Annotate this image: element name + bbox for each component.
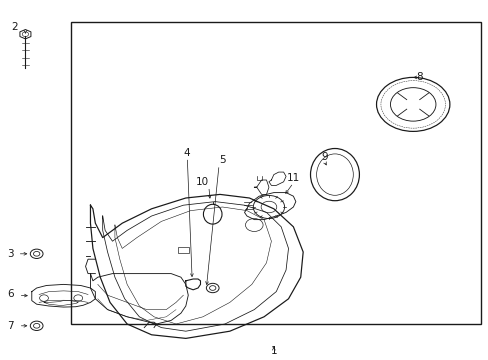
Text: 10: 10	[195, 177, 208, 187]
Text: 1: 1	[270, 346, 277, 356]
Text: 4: 4	[183, 148, 190, 158]
Text: 2: 2	[11, 22, 18, 32]
Text: 9: 9	[320, 152, 327, 162]
Text: 8: 8	[415, 72, 422, 82]
Text: 3: 3	[7, 249, 14, 259]
Text: 7: 7	[7, 321, 14, 331]
Text: 11: 11	[286, 173, 300, 183]
Bar	[178, 247, 189, 253]
Bar	[71, 22, 480, 324]
Text: 6: 6	[7, 289, 14, 300]
Text: 5: 5	[219, 155, 225, 165]
